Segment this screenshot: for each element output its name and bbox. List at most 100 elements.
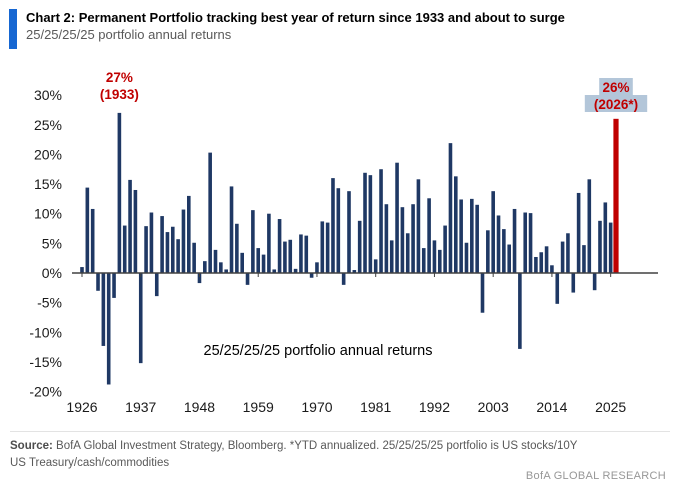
- y-axis-tick-label: 10%: [34, 206, 62, 222]
- bar-2016: [560, 241, 565, 273]
- bar-2022: [592, 273, 597, 291]
- annotation-bg: [584, 95, 648, 112]
- bar-2008: [518, 273, 522, 349]
- title-block: Chart 2: Permanent Portfolio tracking be…: [26, 9, 565, 43]
- bar-1967: [299, 234, 303, 273]
- bar-2015: [555, 273, 560, 304]
- bar-1943: [170, 226, 175, 273]
- chart-subtitle: 25/25/25/25 portfolio annual returns: [26, 26, 232, 42]
- bar-1969: [309, 273, 314, 278]
- bar-1984: [389, 240, 394, 273]
- bar-1990: [421, 248, 426, 273]
- bar-1972: [325, 222, 330, 273]
- bar-1996: [454, 176, 458, 273]
- bar-2020: [582, 245, 586, 273]
- bar-1944: [176, 239, 180, 273]
- bar-1951: [213, 249, 218, 273]
- bar-1949: [203, 261, 207, 273]
- bar-1941: [160, 216, 164, 273]
- bar-2026: [613, 118, 619, 273]
- bar-1952: [219, 262, 223, 273]
- bar-1948: [197, 273, 202, 284]
- bar-2017: [566, 233, 570, 273]
- bar-1959: [256, 248, 261, 273]
- bar-1977: [352, 270, 357, 273]
- bar-1965: [288, 239, 293, 273]
- bar-1960: [261, 254, 266, 273]
- y-axis-tick-label: 30%: [34, 87, 62, 103]
- bar-chart: 30% 25% 20% 15% 10% 5% 0% -5% -10% -15% -20%1926 19…: [29, 70, 658, 415]
- source-note: Source: BofA Global Investment Strategy,…: [10, 438, 585, 471]
- x-axis-tick-label: 1937: [125, 399, 156, 415]
- bar-1997: [459, 199, 463, 273]
- bar-1926: [80, 267, 84, 273]
- bar-1945: [181, 209, 186, 273]
- bar-1930: [101, 273, 106, 346]
- bar-1975: [341, 273, 346, 285]
- bar-1985: [395, 162, 399, 273]
- y-axis-tick-label: -20%: [29, 384, 62, 400]
- bar-1978: [357, 220, 362, 273]
- y-axis-tick-label: 25%: [34, 117, 62, 133]
- x-axis-tick-label: 1926: [66, 399, 97, 415]
- bar-2014: [550, 265, 554, 273]
- bar-1992: [432, 240, 437, 273]
- bar-1979: [363, 172, 367, 273]
- annotation-forecast-2026: 26%: [602, 80, 629, 95]
- bar-1953: [224, 269, 228, 273]
- bar-1947: [192, 242, 196, 273]
- y-axis-tick-label: 0%: [42, 265, 62, 281]
- bar-2007: [512, 208, 517, 273]
- bar-1935: [128, 179, 132, 273]
- bar-1956: [240, 252, 244, 273]
- bar-1998: [464, 242, 469, 273]
- bar-2011: [534, 256, 538, 273]
- bar-1937: [138, 273, 143, 364]
- bar-1931: [106, 273, 111, 385]
- bar-1994: [443, 225, 447, 273]
- bar-1938: [144, 226, 148, 273]
- bar-2013: [544, 246, 549, 273]
- chart-footer: Source: BofA Global Investment Strategy,…: [10, 431, 670, 482]
- bar-1980: [368, 175, 373, 273]
- bar-1966: [293, 268, 298, 273]
- bar-1981: [373, 259, 378, 273]
- x-axis-tick-label: 2025: [595, 399, 626, 415]
- bar-1971: [320, 221, 325, 273]
- bar-2025: [608, 222, 613, 273]
- bar-1991: [427, 198, 431, 273]
- bar-1987: [405, 233, 410, 273]
- bar-1936: [133, 189, 138, 273]
- bar-1955: [235, 223, 239, 273]
- bar-1993: [437, 249, 442, 273]
- bar-1968: [304, 235, 309, 273]
- bar-2018: [571, 273, 576, 293]
- bar-1954: [229, 186, 234, 273]
- bar-2021: [587, 179, 592, 273]
- bar-1988: [411, 204, 415, 273]
- y-axis-tick-label: -15%: [29, 354, 62, 370]
- chart-inner-label: 25/25/25/25 portfolio annual returns: [204, 343, 433, 359]
- bar-1983: [384, 204, 389, 273]
- bar-1963: [277, 219, 282, 273]
- bar-1970: [315, 262, 319, 273]
- bar-2003: [491, 191, 495, 273]
- chart-header: Chart 2: Permanent Portfolio tracking be…: [9, 9, 670, 49]
- bar-2012: [539, 252, 544, 273]
- bar-1942: [165, 232, 170, 273]
- source-text: BofA Global Investment Strategy, Bloombe…: [10, 440, 578, 469]
- bar-1940: [154, 273, 159, 297]
- bar-2010: [528, 213, 533, 273]
- bar-2002: [486, 230, 490, 273]
- y-axis-tick-label: -10%: [29, 324, 62, 340]
- bar-1982: [379, 169, 383, 273]
- x-axis-tick-label: 2014: [536, 399, 567, 415]
- x-axis-tick-label: 1948: [184, 399, 215, 415]
- chart-title: Chart 2: Permanent Portfolio tracking be…: [26, 10, 565, 25]
- x-axis-tick-label: 1981: [360, 399, 391, 415]
- source-label: Source:: [10, 440, 53, 452]
- y-axis-tick-label: -5%: [37, 295, 62, 311]
- bar-1934: [122, 225, 127, 273]
- y-axis-tick-label: 5%: [42, 235, 62, 251]
